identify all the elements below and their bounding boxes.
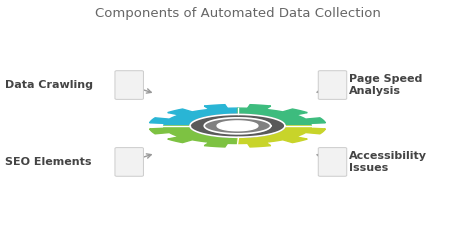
Polygon shape [150,105,238,126]
Polygon shape [204,118,271,134]
FancyBboxPatch shape [318,148,347,176]
FancyBboxPatch shape [318,71,347,99]
Polygon shape [238,105,325,126]
FancyBboxPatch shape [115,148,143,176]
Polygon shape [150,126,238,147]
FancyBboxPatch shape [115,71,143,99]
Text: Accessibility
Issues: Accessibility Issues [349,151,427,173]
Text: Data Crawling: Data Crawling [5,80,93,90]
Polygon shape [190,114,285,137]
Text: Components of Automated Data Collection: Components of Automated Data Collection [95,7,380,20]
Text: Page Speed
Analysis: Page Speed Analysis [349,74,422,96]
Text: SEO Elements: SEO Elements [5,157,91,167]
Polygon shape [238,126,325,147]
Polygon shape [217,121,258,131]
